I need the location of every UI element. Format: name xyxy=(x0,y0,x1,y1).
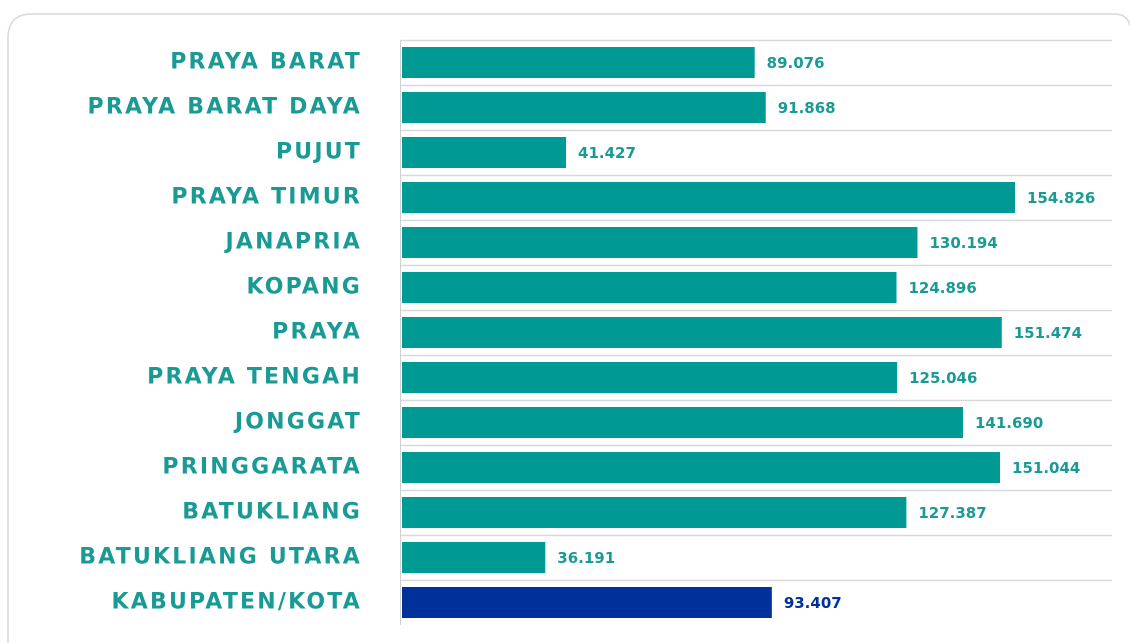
category-label: KOPANG xyxy=(246,275,362,300)
value-label: 124.896 xyxy=(908,279,976,297)
value-label: 93.407 xyxy=(784,594,842,612)
category-label: JONGGAT xyxy=(233,410,362,435)
category-label: PRAYA TENGAH xyxy=(147,365,362,390)
value-label: 36.191 xyxy=(557,549,615,567)
bar xyxy=(402,182,1015,213)
bar xyxy=(402,317,1002,348)
value-label: 41.427 xyxy=(578,144,636,162)
card-border xyxy=(7,13,1130,643)
category-label: BATUKLIANG UTARA xyxy=(79,545,362,570)
value-label: 151.474 xyxy=(1014,324,1082,342)
category-label: PRAYA BARAT DAYA xyxy=(88,95,362,120)
bar xyxy=(402,92,766,123)
bar xyxy=(402,362,898,393)
value-label: 89.076 xyxy=(767,54,825,72)
bar xyxy=(402,137,567,168)
bar xyxy=(402,542,546,573)
value-label: 125.046 xyxy=(909,369,977,387)
bar xyxy=(402,272,897,303)
value-label: 91.868 xyxy=(778,99,836,117)
bar xyxy=(402,47,755,78)
bar xyxy=(402,407,963,438)
category-label: BATUKLIANG xyxy=(182,500,362,525)
category-label: PUJUT xyxy=(276,140,362,165)
category-label: KABUPATEN/KOTA xyxy=(112,590,363,615)
bar xyxy=(402,497,907,528)
category-label: PRAYA TIMUR xyxy=(171,185,362,210)
category-label: JANAPRIA xyxy=(223,230,362,255)
bar xyxy=(402,452,1001,483)
category-label: PRINGGARATA xyxy=(162,455,362,480)
value-label: 151.044 xyxy=(1012,459,1080,477)
bar xyxy=(402,227,918,258)
value-label: 130.194 xyxy=(929,234,997,252)
category-label: PRAYA xyxy=(272,320,362,345)
value-label: 154.826 xyxy=(1027,189,1095,207)
bar xyxy=(402,587,772,618)
value-label: 127.387 xyxy=(918,504,986,522)
category-label: PRAYA BARAT xyxy=(170,50,362,75)
value-label: 141.690 xyxy=(975,414,1043,432)
